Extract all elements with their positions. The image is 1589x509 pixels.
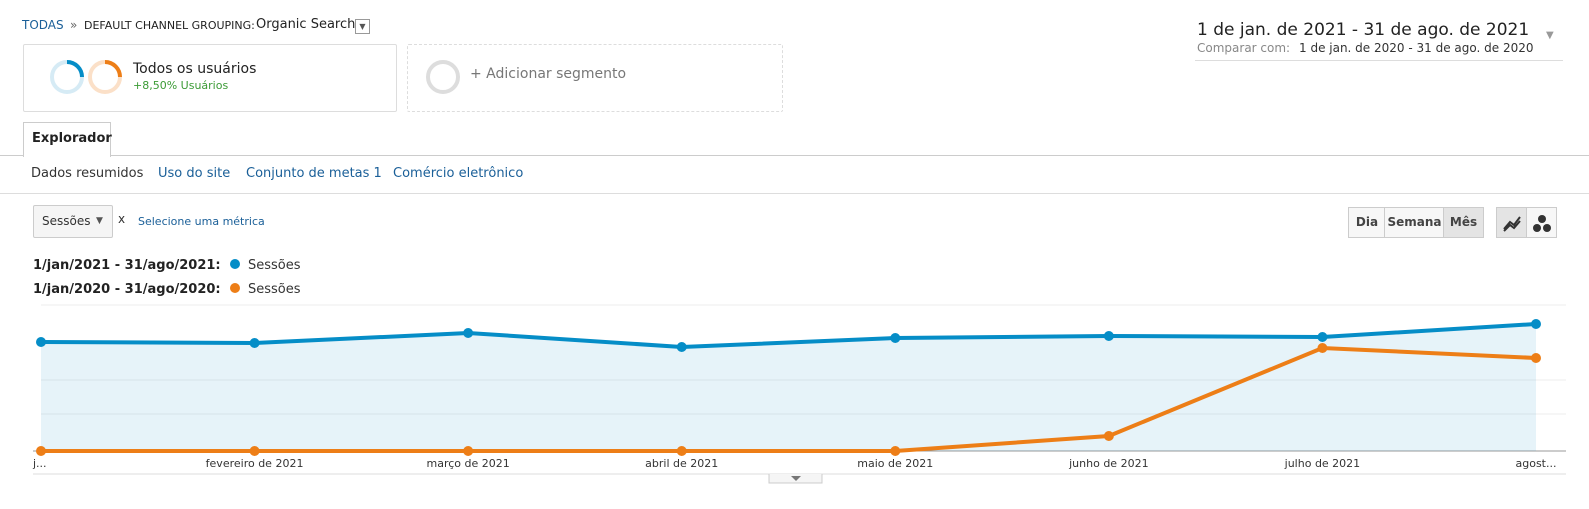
motion-view-button[interactable] [1526, 207, 1557, 238]
point [36, 337, 46, 347]
legend-swatch [230, 283, 240, 293]
add-segment-card[interactable] [407, 44, 783, 112]
segment-name: Todos os usuários [133, 61, 257, 77]
compare-label: Comparar com: [1197, 41, 1291, 55]
point [463, 328, 474, 338]
breadcrumb-root[interactable]: TODAS [22, 18, 64, 32]
point [890, 446, 901, 456]
point [890, 333, 901, 343]
date-dropdown[interactable]: ▼ [1546, 30, 1554, 41]
tab-label[interactable]: Explorador [32, 131, 112, 146]
breadcrumb-separator: » [70, 18, 78, 32]
x-tick-label: julho de 2021 [1284, 457, 1361, 470]
point [1103, 331, 1114, 341]
granularity-button[interactable]: Mês [1443, 207, 1484, 238]
legend-period: 1/jan/2020 - 31/ago/2020: [33, 282, 221, 297]
add-segment-icon [426, 60, 460, 94]
metric-select-arrow[interactable]: ▼ [96, 216, 103, 226]
tab[interactable] [23, 122, 111, 157]
point [249, 446, 260, 456]
line [40, 322, 1537, 350]
breadcrumb-dimension: DEFAULT CHANNEL GROUPING: [84, 19, 255, 32]
x-tick-label: junho de 2021 [1068, 457, 1148, 470]
x-tick-label: agost... [1516, 457, 1557, 470]
point [1317, 343, 1328, 353]
segment-detail: +8,50% Usuários [133, 79, 229, 92]
add-segment[interactable]: + Adicionar segmento [470, 66, 627, 82]
subtab-line [0, 193, 1589, 194]
x-tick-label: fevereiro de 2021 [206, 457, 304, 470]
x-tick-label: maio de 2021 [857, 457, 933, 470]
metric-link[interactable]: Selecione uma métrica [138, 215, 265, 228]
point [36, 446, 46, 456]
point [1531, 319, 1541, 329]
point [676, 446, 687, 456]
line-view-button[interactable] [1496, 207, 1527, 238]
subtab[interactable]: Comércio eletrônico [393, 166, 524, 181]
metric-select-label[interactable]: Sessões [42, 214, 91, 228]
subtab[interactable]: Uso do site [158, 166, 231, 181]
legend-name: Sessões [248, 258, 301, 273]
compare-range: 1 de jan. de 2020 - 31 de ago. de 2020 [1299, 41, 1534, 55]
legend-name: Sessões [248, 282, 301, 297]
point [1317, 332, 1328, 342]
x-tick-label: março de 2021 [427, 457, 510, 470]
expand-arrow [791, 476, 801, 481]
metric-x: x [118, 212, 126, 226]
tab-line [0, 155, 1589, 156]
date-range[interactable]: 1 de jan. de 2021 - 31 de ago. de 2021 [1197, 20, 1530, 40]
segment-icons [50, 60, 122, 94]
point [249, 338, 260, 348]
granularity-button[interactable]: Dia [1348, 207, 1386, 238]
breadcrumb-value: Organic Search [256, 17, 356, 32]
point [1103, 431, 1114, 441]
line [41, 345, 1537, 453]
point [463, 446, 474, 456]
granularity-button[interactable]: Semana [1384, 207, 1445, 238]
subtab[interactable]: Dados resumidos [31, 166, 144, 181]
legend-swatch [230, 259, 240, 269]
x-tick-label: abril de 2021 [645, 457, 718, 470]
date-underline [1195, 60, 1563, 61]
x-tick-label: j... [32, 457, 47, 470]
point [676, 342, 687, 352]
chart: 1/jan/2021 - 31/ago/2021: Sessões 1/jan/20… [32, 258, 1566, 484]
point [1531, 353, 1541, 363]
legend-period: 1/jan/2021 - 31/ago/2021: [33, 258, 221, 273]
subtab[interactable]: Conjunto de metas 1 [246, 166, 382, 181]
breadcrumb-dropdown[interactable]: ▼ [355, 19, 370, 34]
segment-card[interactable] [23, 44, 397, 112]
metric-select[interactable] [33, 205, 113, 238]
area [41, 324, 1536, 451]
